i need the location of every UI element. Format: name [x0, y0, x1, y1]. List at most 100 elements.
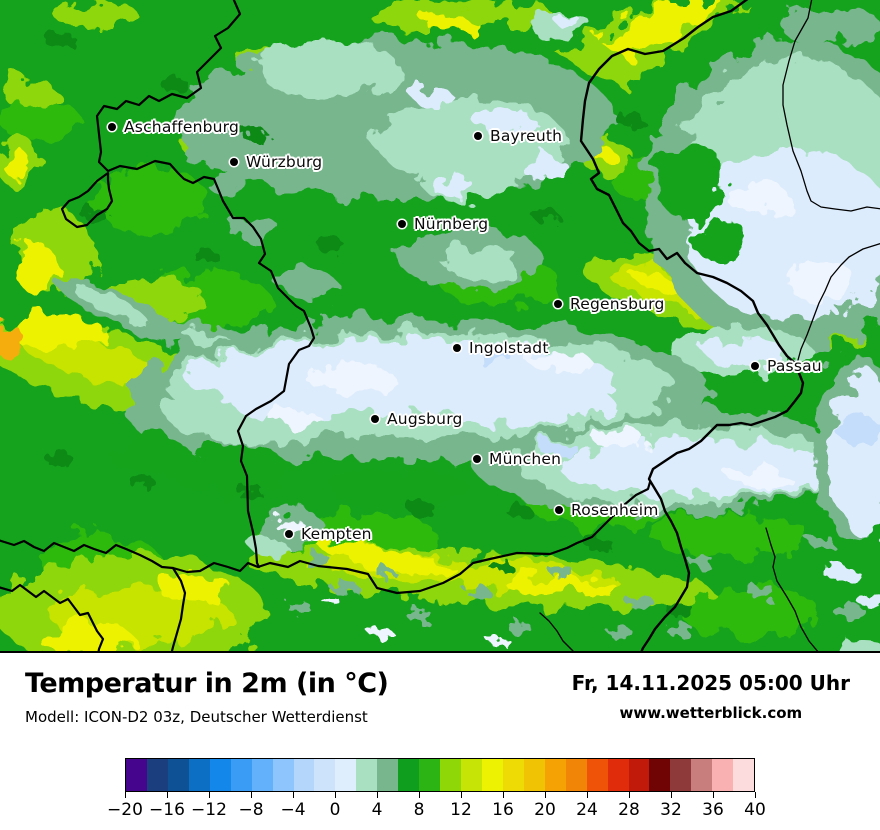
border-switzerland — [0, 583, 105, 651]
speckle-layer — [44, 32, 866, 647]
legend-cell — [586, 759, 608, 791]
city-dot — [108, 123, 116, 131]
city-marker: Kempten — [285, 525, 372, 543]
border-czech-austria — [579, 0, 805, 651]
legend-cell — [146, 759, 168, 791]
legend-tick-label: 36 — [702, 800, 724, 820]
legend-tick-label: −16 — [149, 800, 185, 820]
city-dot — [554, 300, 562, 308]
legend-cell — [565, 759, 587, 791]
legend-cell — [670, 759, 692, 791]
legend-cell — [691, 759, 713, 791]
legend-tick-label: −20 — [107, 800, 143, 820]
city-marker: Regensburg — [554, 295, 665, 313]
legend-cell — [356, 759, 378, 791]
model-info: Modell: ICON-D2 03z, Deutscher Wetterdie… — [25, 708, 368, 726]
legend-tick — [671, 792, 672, 798]
border-bavaria-west — [95, 0, 316, 569]
legend-tick-label: −4 — [280, 800, 306, 820]
city-label: Bayreuth — [490, 127, 563, 145]
cold-valleys-layer — [56, 5, 880, 651]
legend-tick-label: −12 — [191, 800, 227, 820]
legend-cell — [293, 759, 315, 791]
city-marker: Aschaffenburg — [108, 118, 239, 136]
legend-tick — [755, 792, 756, 798]
border-salzburg — [765, 527, 819, 651]
legend-cell — [251, 759, 273, 791]
forecast-time-block: Fr, 14.11.2025 05:00 Uhr www.wetterblick… — [572, 671, 850, 722]
legend-tick-label: 32 — [660, 800, 682, 820]
legend-cell — [607, 759, 629, 791]
legend-tick — [545, 792, 546, 798]
legend-cell — [126, 759, 147, 791]
legend-tick-label: 20 — [534, 800, 556, 820]
city-dot — [751, 362, 759, 370]
legend-tick — [629, 792, 630, 798]
temperature-map: Aschaffenburg Würzburg Bayreuth Nürnberg Reg… — [0, 0, 880, 653]
legend-cell — [502, 759, 524, 791]
color-scale — [125, 758, 755, 792]
legend-cell — [188, 759, 210, 791]
city-label: Würzburg — [246, 153, 323, 171]
legend-cell — [335, 759, 357, 791]
city-dot — [473, 455, 481, 463]
legend-tick — [125, 792, 126, 798]
city-marker: Würzburg — [230, 153, 322, 171]
legend-tick — [419, 792, 420, 798]
city-label: Kempten — [301, 525, 372, 543]
city-label: Aschaffenburg — [124, 118, 239, 136]
legend-tick-label: −8 — [238, 800, 264, 820]
city-marker: Rosenheim — [555, 501, 659, 519]
legend-cell — [544, 759, 566, 791]
city-marker: Bayreuth — [474, 127, 562, 145]
legend-cell — [733, 759, 755, 791]
border-tyrol-salzburg — [539, 612, 574, 651]
city-marker: Passau — [751, 357, 822, 375]
border-west-loop — [60, 171, 114, 229]
city-label: Regensburg — [570, 295, 665, 313]
legend-tick — [293, 792, 294, 798]
city-marker: Augsburg — [371, 410, 463, 428]
border-lines-layer — [0, 0, 880, 651]
legend-tick — [713, 792, 714, 798]
city-dot — [230, 158, 238, 166]
city-label: München — [489, 450, 562, 468]
legend-cell — [230, 759, 252, 791]
legend-tick-label: 0 — [329, 800, 341, 820]
legend-tick-label: 8 — [413, 800, 425, 820]
legend-tick — [461, 792, 462, 798]
legend-cell — [481, 759, 503, 791]
legend-tick-label: 28 — [618, 800, 640, 820]
legend-tick-label: 24 — [576, 800, 598, 820]
city-marker: Ingolstadt — [453, 339, 549, 357]
temperature-field — [0, 0, 880, 651]
city-dot — [285, 530, 293, 538]
legend-tick — [335, 792, 336, 798]
legend-tick-label: 4 — [371, 800, 383, 820]
city-marker: Nürnberg — [398, 215, 488, 233]
legend-cell — [440, 759, 461, 791]
legend-tick — [251, 792, 252, 798]
border-vorarlberg — [170, 566, 187, 651]
city-dot — [398, 220, 406, 228]
legend-cell — [272, 759, 294, 791]
legend-tick — [503, 792, 504, 798]
legend-tick — [377, 792, 378, 798]
legend-tick — [587, 792, 588, 798]
legend-cell — [209, 759, 231, 791]
city-dot — [371, 415, 379, 423]
legend-cell — [712, 759, 734, 791]
city-label: Augsburg — [387, 410, 463, 428]
city-dot — [555, 506, 563, 514]
legend-cell — [523, 759, 545, 791]
forecast-datetime: Fr, 14.11.2025 05:00 Uhr — [571, 671, 850, 695]
legend-cell — [314, 759, 336, 791]
legend-cell — [167, 759, 189, 791]
city-dot — [453, 344, 461, 352]
city-label: Nürnberg — [414, 215, 489, 233]
legend-cell — [398, 759, 420, 791]
city-dot — [474, 132, 482, 140]
legend-tick-label: 40 — [744, 800, 766, 820]
legend-cell — [377, 759, 399, 791]
